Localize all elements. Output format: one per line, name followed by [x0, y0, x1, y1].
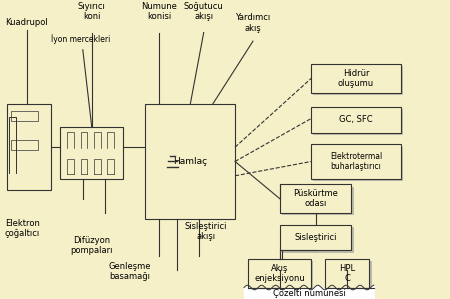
Text: Elektron
çoğaltıcı: Elektron çoğaltıcı	[4, 219, 40, 238]
FancyBboxPatch shape	[282, 187, 354, 215]
Text: Sisleştirici
akışı: Sisleştirici akışı	[184, 222, 227, 241]
FancyBboxPatch shape	[7, 104, 51, 190]
FancyBboxPatch shape	[324, 259, 369, 288]
Text: Hidrür
oluşumu: Hidrür oluşumu	[338, 69, 374, 88]
Text: Çözelti numunesi: Çözelti numunesi	[273, 289, 346, 298]
FancyBboxPatch shape	[248, 259, 311, 288]
FancyBboxPatch shape	[311, 107, 401, 133]
FancyBboxPatch shape	[327, 261, 372, 290]
FancyBboxPatch shape	[311, 144, 401, 179]
Text: GC, SFC: GC, SFC	[339, 115, 373, 124]
Text: Sıyırıcı
koni: Sıyırıcı koni	[78, 2, 106, 21]
Text: Numune
konisi: Numune konisi	[141, 2, 177, 21]
Text: İyon mercekleri: İyon mercekleri	[51, 34, 110, 44]
FancyBboxPatch shape	[282, 227, 354, 253]
Text: Hamlaç: Hamlaç	[173, 157, 207, 166]
Text: Elektrotermal
buharlaştırıcı: Elektrotermal buharlaştırıcı	[330, 152, 382, 171]
Text: HPL
C: HPL C	[339, 263, 355, 283]
FancyBboxPatch shape	[313, 109, 403, 135]
Text: Soğutucu
akışı: Soğutucu akışı	[184, 2, 224, 21]
Text: Sisleştirici: Sisleştirici	[294, 233, 337, 242]
FancyBboxPatch shape	[11, 111, 38, 121]
FancyBboxPatch shape	[311, 64, 401, 93]
Text: Yardımcı
akış: Yardımcı akış	[235, 13, 270, 33]
FancyBboxPatch shape	[313, 147, 403, 181]
Text: Kuadrupol: Kuadrupol	[5, 18, 48, 27]
FancyBboxPatch shape	[251, 261, 313, 290]
FancyBboxPatch shape	[11, 140, 38, 150]
Text: Akış
enjeksiyonu: Akış enjeksiyonu	[254, 263, 305, 283]
FancyBboxPatch shape	[280, 184, 351, 213]
Text: Difüzyon
pompaları: Difüzyon pompaları	[71, 236, 113, 255]
FancyBboxPatch shape	[280, 225, 351, 250]
FancyBboxPatch shape	[60, 127, 123, 179]
FancyBboxPatch shape	[313, 66, 403, 95]
Text: Püskürtme
odası: Püskürtme odası	[293, 189, 338, 208]
FancyBboxPatch shape	[145, 104, 235, 219]
Text: Genleşme
basamağı: Genleşme basamağı	[108, 262, 151, 281]
